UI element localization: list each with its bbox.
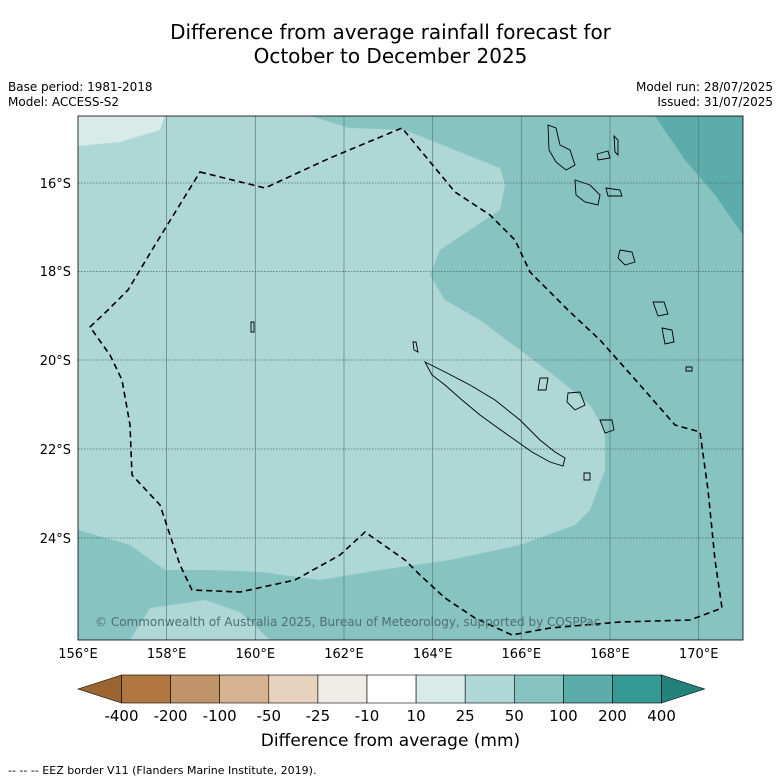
lon-label-168e: 168°E <box>590 647 630 662</box>
malekula-island <box>574 179 601 206</box>
lat-label-16s: 16°S <box>40 177 71 192</box>
tanna-island <box>661 327 675 345</box>
colorbar-swatch <box>219 674 270 704</box>
epi-island <box>605 187 623 197</box>
lon-label-160e: 160°E <box>236 647 276 662</box>
rainfall-field <box>78 116 743 640</box>
lat-label-22s: 22°S <box>40 443 71 458</box>
lat-label-24s: 24°S <box>40 532 71 547</box>
lon-label-164e: 164°E <box>413 647 453 662</box>
lon-labels: 156°E 158°E 160°E 162°E 164°E 166°E 168°… <box>58 647 718 662</box>
colorbar-swatch <box>464 674 515 704</box>
band-50-100 <box>78 116 743 640</box>
lat-labels: 16°S 18°S 20°S 22°S 24°S <box>40 177 71 547</box>
map-title: Difference from average rainfall forecas… <box>0 20 781 68</box>
colorbar-tick-label: -50 <box>257 707 282 725</box>
colorbar-swatch <box>513 674 564 704</box>
colorbar-extend-high <box>661 674 706 704</box>
eez-border <box>88 127 723 636</box>
lon-label-158e: 158°E <box>147 647 187 662</box>
colorbar-tick-label: 50 <box>505 707 524 725</box>
erromango-island <box>652 301 669 317</box>
map-frame <box>77 115 744 641</box>
loyalty-island-1 <box>566 391 586 411</box>
lon-label-162e: 162°E <box>324 647 364 662</box>
colorbar-swatch <box>317 674 368 704</box>
title-line-2: October to December 2025 <box>253 44 528 68</box>
model-run: Model run: 28/07/2025 <box>635 80 773 94</box>
lon-label-156e: 156°E <box>58 647 98 662</box>
meta-left: Base period: 1981-2018 Model: ACCESS-S2 <box>8 80 153 110</box>
espiritu-santo-island <box>547 124 576 171</box>
colorbar-tick-label: 25 <box>456 707 475 725</box>
islands <box>250 124 693 481</box>
small-island-d <box>412 341 419 353</box>
meta-right: Model run: 28/07/2025 Issued: 31/07/2025 <box>636 80 773 110</box>
lon-label-166e: 166°E <box>502 647 542 662</box>
colorbar-tick-label: -400 <box>104 707 138 725</box>
colorbar-tick-label: 400 <box>647 707 676 725</box>
colorbar-swatch <box>366 674 417 704</box>
colorbar-swatch <box>415 674 466 704</box>
loyalty-island-2 <box>599 419 615 434</box>
lon-label-170e: 170°E <box>679 647 719 662</box>
colorbar-tick-label: 10 <box>407 707 426 725</box>
issued-date: Issued: 31/07/2025 <box>657 95 773 109</box>
colorbar-tick-label: -10 <box>355 707 380 725</box>
band-25-50-south <box>130 600 270 640</box>
pentecost-island <box>613 134 619 157</box>
title-line-1: Difference from average rainfall forecas… <box>170 20 611 44</box>
graticule <box>166 116 700 640</box>
colorbar-swatch <box>268 674 319 704</box>
colorbar-tick-label: 200 <box>598 707 627 725</box>
base-period: Base period: 1981-2018 <box>8 80 153 94</box>
lat-label-20s: 20°S <box>40 354 71 369</box>
colorbar-title: Difference from average (mm) <box>260 731 521 751</box>
colorbar-swatch <box>170 674 221 704</box>
small-island-c <box>685 366 693 372</box>
copyright-text: © Commonwealth of Australia 2025, Bureau… <box>95 615 600 629</box>
colorbar-tick-label: -25 <box>306 707 331 725</box>
colorbar-tick-label: -200 <box>154 707 188 725</box>
loyalty-island-3 <box>537 377 549 391</box>
lat-label-18s: 18°S <box>40 265 71 280</box>
ambae-island <box>596 150 611 161</box>
colorbar-swatch <box>612 674 662 704</box>
new-caledonia-island <box>423 360 566 467</box>
colorbar-swatch <box>121 674 171 704</box>
model-name: Model: ACCESS-S2 <box>8 95 120 109</box>
efate-island <box>617 249 636 266</box>
colorbar-extend-low <box>77 674 122 704</box>
colorbar-tick-label: 100 <box>549 707 578 725</box>
band-10-25-north <box>78 116 165 146</box>
small-island-a <box>250 321 255 333</box>
small-island-b <box>583 472 591 481</box>
colorbar-swatch <box>563 674 613 704</box>
colorbar-tick-label: -100 <box>203 707 237 725</box>
eez-footnote: -- -- -- EEZ border V11 (Flanders Marine… <box>8 764 317 777</box>
